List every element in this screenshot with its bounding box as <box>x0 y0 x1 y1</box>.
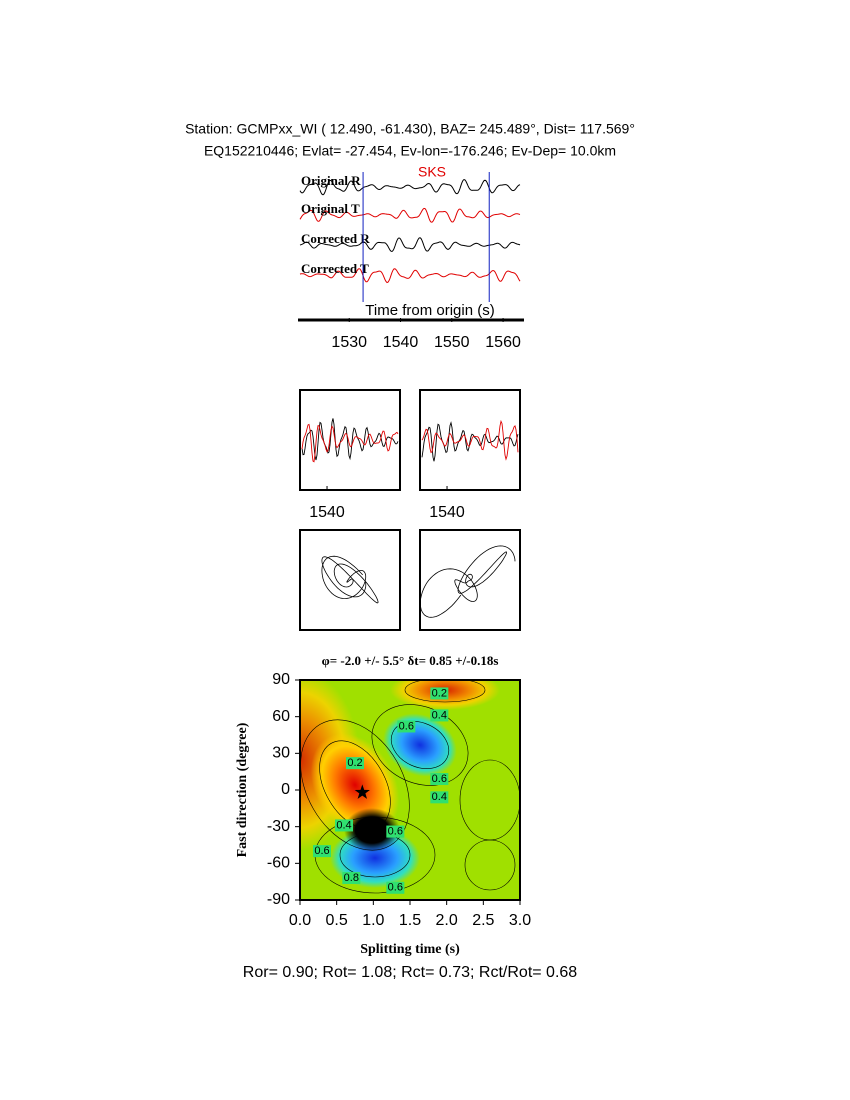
x-tick-label: 2.0 <box>436 912 458 929</box>
header-line: Station: GCMPxx_WI ( 12.490, -61.430), B… <box>185 121 635 137</box>
y-tick-label: 60 <box>272 708 290 725</box>
panel-frame <box>299 529 401 631</box>
x-tick-label: 1530 <box>331 334 367 351</box>
x-axis-label: Splitting time (s) <box>360 942 460 957</box>
contour-label: 0.8 <box>344 872 359 884</box>
axis-label: Time from origin (s) <box>365 302 494 319</box>
contour-label-box <box>342 872 361 884</box>
contour <box>300 719 410 851</box>
grid-search: 0.0 0.5 1.0 1.5 2.0 2.5 3.0 -90 -60 -30 0 30 60 90 0.2… <box>235 653 531 957</box>
contour-label-box <box>346 757 364 770</box>
x-tick-label: 0.5 <box>326 912 348 929</box>
header-line: EQ152210446; Evlat= -27.454, Ev-lon=-176… <box>204 143 616 159</box>
best-fit-star <box>354 784 370 799</box>
x-tick-label: 1.0 <box>362 912 384 929</box>
trace-label: Original R <box>301 173 361 188</box>
contour-label: 0.2 <box>432 687 447 699</box>
contour-label: 0.4 <box>336 819 351 831</box>
contour-label-box <box>430 773 449 785</box>
x-tick-label: 1540 <box>383 334 419 351</box>
footer: Ror= 0.90; Rot= 1.08; Rct= 0.73; Rct/Rot… <box>243 964 578 981</box>
contour <box>319 740 391 830</box>
grid-title: φ= -2.0 +/- 5.5° δt= 0.85 +/-0.18s <box>322 653 499 668</box>
x-tick-label: 1540 <box>309 504 345 521</box>
panel-frame <box>299 389 401 491</box>
contour <box>390 721 450 769</box>
waveform <box>299 268 521 284</box>
y-axis-label: Fast direction (degree) <box>235 722 250 857</box>
contour-label: 0.4 <box>432 791 447 803</box>
trace-label: Corrected R <box>301 231 370 246</box>
contour-label: 0.4 <box>432 709 447 721</box>
panel-frame <box>419 389 521 491</box>
misfit-surface <box>300 680 520 900</box>
surface-blob <box>344 808 400 852</box>
contour-label-box <box>430 791 449 804</box>
trace-panel: Original R Original T Corrected R Corrected… <box>299 164 521 351</box>
y-tick-label: 90 <box>272 671 290 688</box>
y-tick-label: 0 <box>281 781 290 798</box>
waveform <box>421 421 519 462</box>
contour-label-box <box>313 845 331 858</box>
panel-frame <box>419 529 521 631</box>
trace-label: Corrected T <box>301 261 369 276</box>
contour-label-box <box>386 825 405 838</box>
contour-label-box <box>397 720 416 733</box>
phase-label: SKS <box>418 164 446 180</box>
waveform <box>301 418 399 461</box>
y-tick-label: 30 <box>272 745 290 762</box>
waveform <box>301 423 399 463</box>
contour-label-box <box>335 819 353 832</box>
particle-motion <box>420 545 516 618</box>
x-tick-label: 0.0 <box>289 912 311 929</box>
contour-label: 0.6 <box>388 825 403 837</box>
contour-label-box <box>430 687 449 700</box>
y-tick-label: -60 <box>267 855 290 872</box>
x-tick-label: 1.5 <box>399 912 421 929</box>
waveform <box>299 237 521 253</box>
zoom-panels: 1540 1540 <box>299 389 521 631</box>
grid-annotations: 0.0 0.5 1.0 1.5 2.0 2.5 3.0 -90 -60 -30 0 30 60 90 0.2… <box>267 671 531 929</box>
contour-label-box <box>386 881 405 894</box>
contour-label: 0.6 <box>399 720 414 732</box>
x-tick-label: 2.5 <box>472 912 494 929</box>
particle-motion <box>321 555 379 604</box>
contour-label: 0.6 <box>388 882 403 894</box>
trace-label: Original T <box>301 201 360 216</box>
y-tick-label: -90 <box>267 891 290 908</box>
contour-label: 0.6 <box>314 845 329 857</box>
contour-label: 0.2 <box>347 757 362 769</box>
contour <box>464 839 516 891</box>
x-tick-label: 1540 <box>429 504 465 521</box>
x-tick-label: 1560 <box>485 334 521 351</box>
waveform <box>299 207 521 223</box>
x-tick-label: 1550 <box>434 334 470 351</box>
contour <box>339 832 411 878</box>
contour <box>404 680 486 703</box>
contour-label: 0.6 <box>432 773 447 785</box>
y-tick-label: -30 <box>267 818 290 835</box>
waveform <box>299 179 521 196</box>
x-tick-label: 3.0 <box>509 912 531 929</box>
contour-label-box <box>430 709 449 722</box>
waveform <box>421 419 519 461</box>
